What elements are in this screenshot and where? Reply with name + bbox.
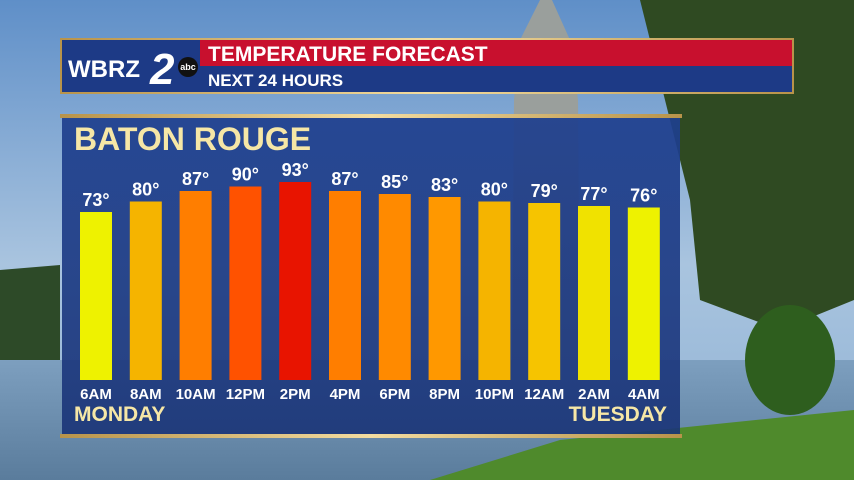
time-label: 12AM <box>524 386 564 403</box>
time-label: 2AM <box>578 386 610 403</box>
value-label: 87° <box>331 169 358 189</box>
panel <box>62 118 680 434</box>
value-label: 90° <box>232 165 259 185</box>
time-label: 8AM <box>130 386 162 403</box>
value-label: 79° <box>531 181 558 201</box>
value-label: 87° <box>182 169 209 189</box>
bar <box>279 182 312 380</box>
bar <box>179 191 212 380</box>
day-label: MONDAY <box>74 403 165 426</box>
bar <box>627 207 660 380</box>
time-label: 6AM <box>80 386 112 403</box>
time-label: 6PM <box>379 386 410 403</box>
value-label: 80° <box>481 180 508 200</box>
bar <box>578 206 610 380</box>
subtitle: NEXT 24 HOURS <box>208 71 343 90</box>
title: TEMPERATURE FORECAST <box>208 43 488 66</box>
value-label: 85° <box>381 172 408 192</box>
value-label: 76° <box>630 186 657 206</box>
time-label: 2PM <box>280 386 311 403</box>
trees-left <box>0 265 60 360</box>
bar <box>378 194 411 380</box>
value-label: 83° <box>431 175 458 195</box>
time-label: 10PM <box>475 386 514 403</box>
bars: 73° 6AM 80° 8AM 87° 10AM 90° 12PM 93° 2PM 87° 4PM 85… <box>80 160 660 403</box>
logo-network: abc <box>180 62 196 72</box>
bar <box>229 186 262 380</box>
location: BATON ROUGE <box>74 121 311 157</box>
bar <box>428 197 461 380</box>
bar <box>528 203 561 380</box>
value-label: 73° <box>82 190 109 210</box>
time-label: 4PM <box>330 386 361 403</box>
value-label: 77° <box>580 184 607 204</box>
bar <box>478 201 511 380</box>
bush <box>745 305 835 415</box>
abc-badge <box>178 57 198 77</box>
time-label: 8PM <box>429 386 460 403</box>
day-label: TUESDAY <box>569 403 667 426</box>
value-label: 80° <box>132 180 159 200</box>
time-label: 10AM <box>176 386 216 403</box>
time-label: 12PM <box>226 386 265 403</box>
logo-call: WBRZ <box>68 56 140 83</box>
bar <box>329 191 361 380</box>
bar <box>80 212 112 380</box>
panel-top-rule <box>60 114 682 118</box>
logo-channel: 2 <box>149 45 175 94</box>
panel-bottom-rule <box>60 434 682 438</box>
grass <box>430 410 854 480</box>
bar <box>129 201 162 380</box>
time-label: 4AM <box>628 386 660 403</box>
value-label: 93° <box>282 160 309 180</box>
logo-box <box>62 40 200 92</box>
